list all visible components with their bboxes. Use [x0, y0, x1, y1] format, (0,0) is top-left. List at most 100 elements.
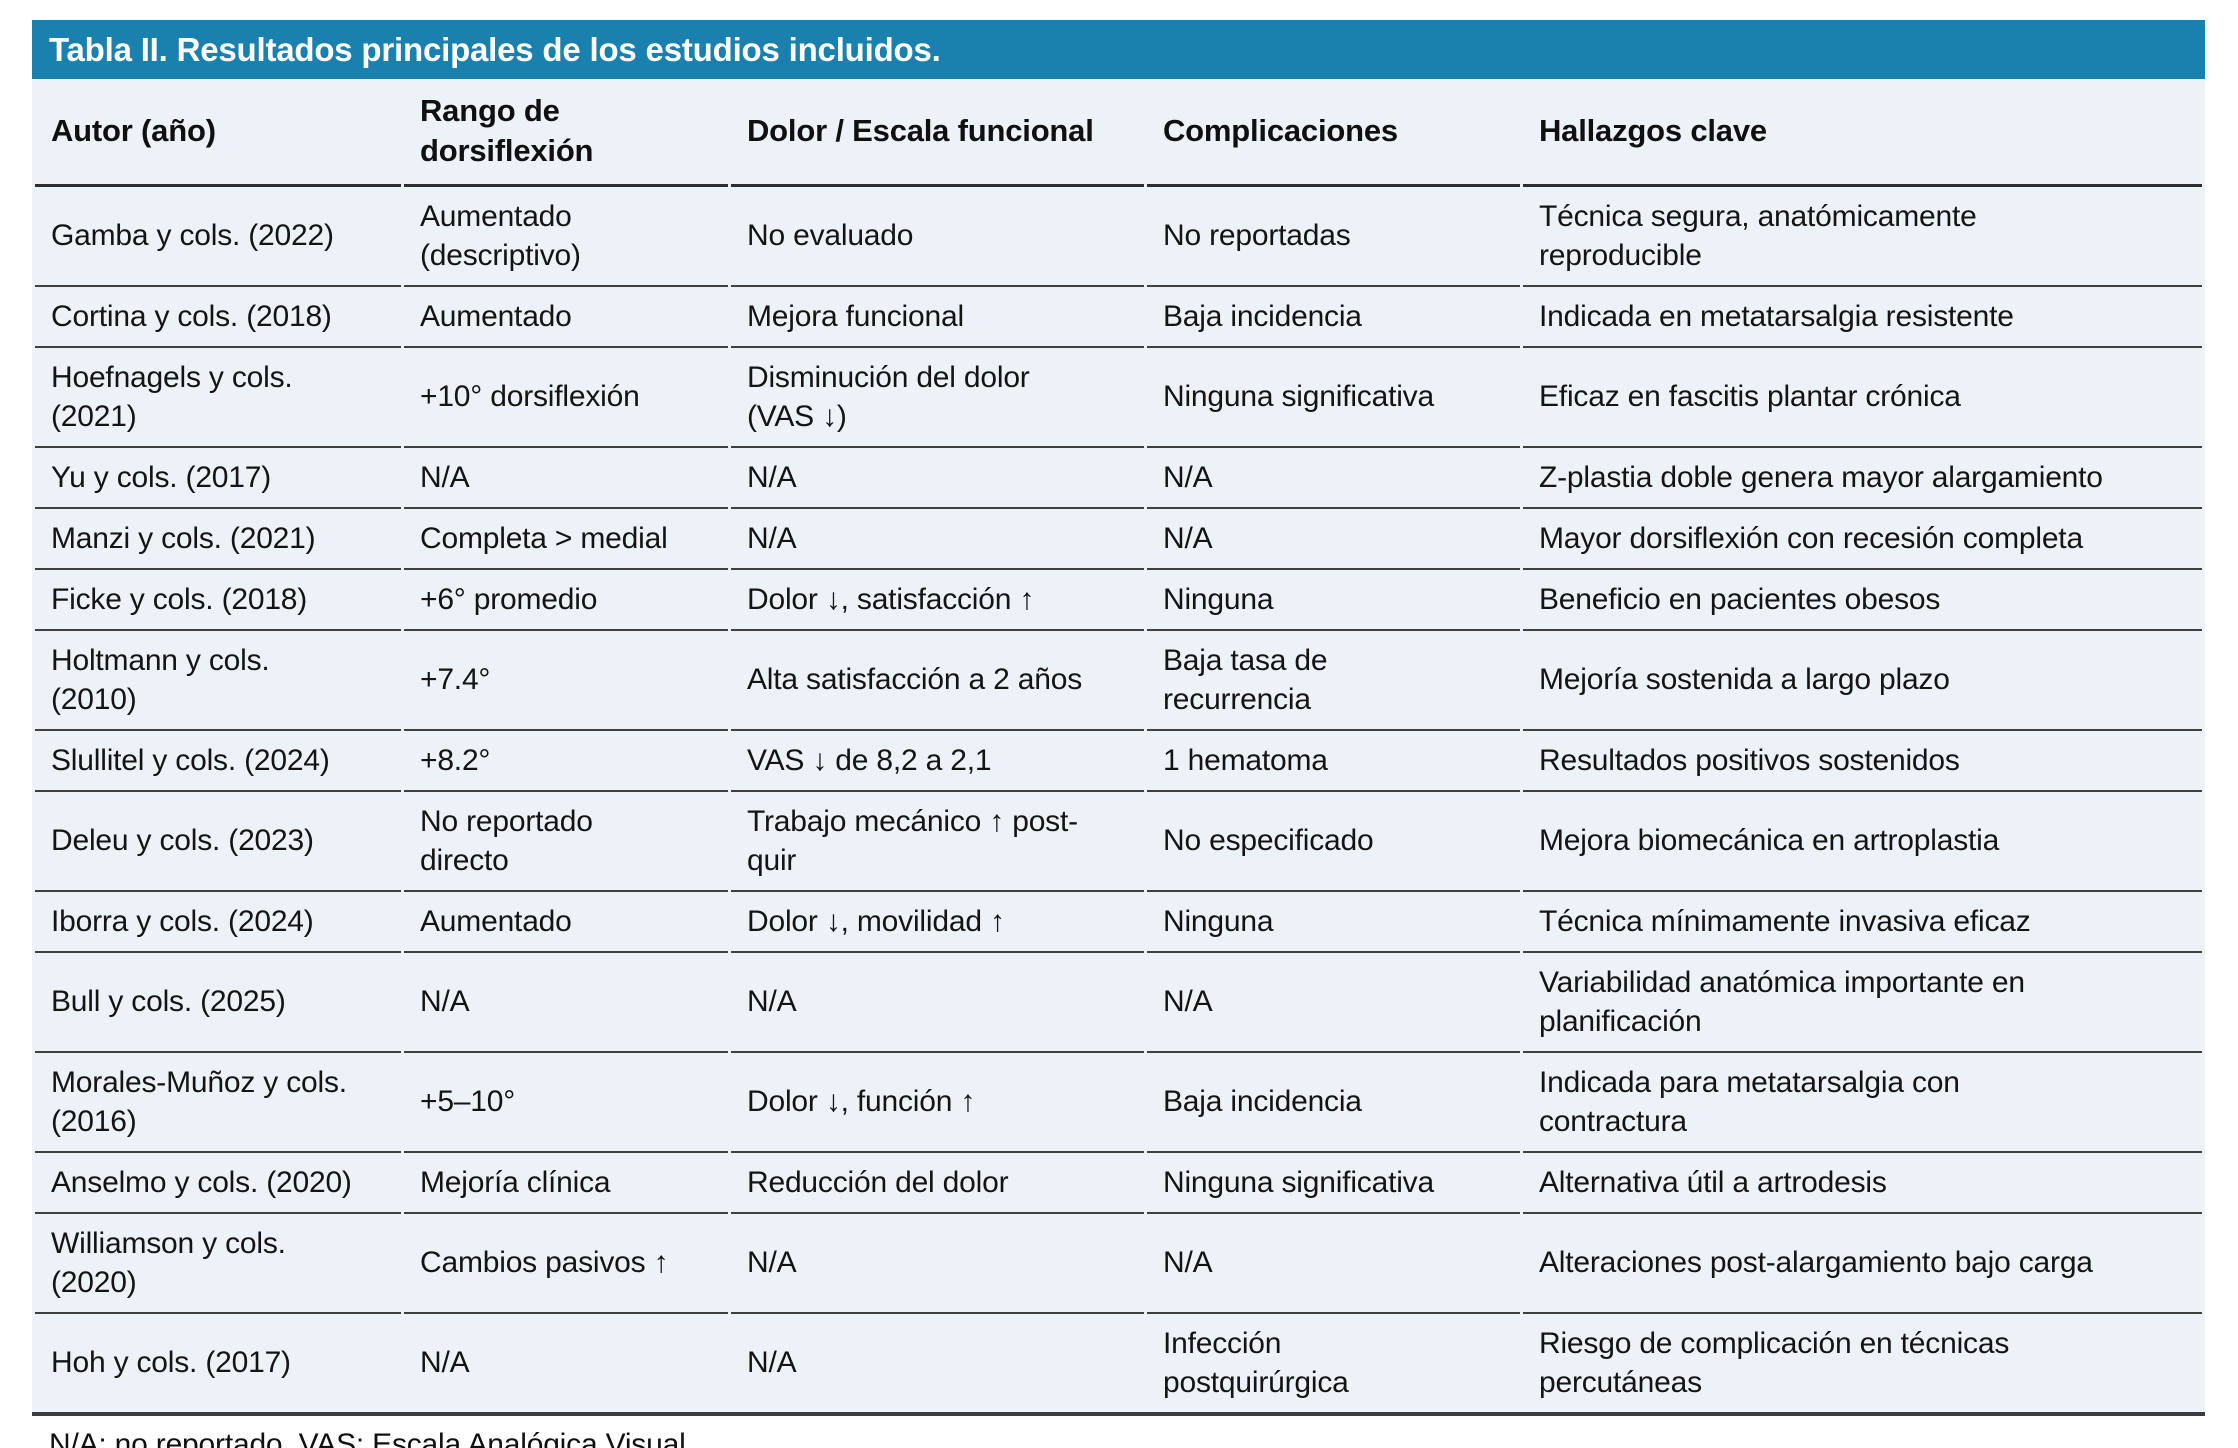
table-cell: N/A: [1147, 509, 1520, 570]
table-cell: N/A: [404, 953, 728, 1053]
column-header: Complicaciones: [1147, 79, 1520, 187]
table-cell: Baja incidencia: [1147, 1053, 1520, 1153]
table-title: Tabla II. Resultados principales de los …: [49, 31, 941, 68]
table-cell: Ninguna: [1147, 570, 1520, 631]
table-cell: Dolor ↓, movilidad ↑: [731, 892, 1144, 953]
table-cell: Infección postquirúrgica: [1163, 1326, 1349, 1399]
table-cell: N/A: [1147, 448, 1520, 509]
table-cell: Cambios pasivos ↑: [404, 1214, 728, 1314]
table-cell: Reducción del dolor: [731, 1153, 1144, 1214]
table-cell: Slullitel y cols. (2024): [35, 731, 401, 792]
table-cell: Trabajo mecánico ↑ post- quir: [731, 792, 1144, 892]
table-cell: Mejoría clínica: [404, 1153, 728, 1214]
table-cell: Técnica mínimamente invasiva eficaz: [1523, 892, 2202, 953]
table-cell: Z-plastia doble genera mayor alargamient…: [1523, 448, 2202, 509]
table-cell: Morales-Muñoz y cols. (2016): [35, 1053, 401, 1153]
table-cell: Bull y cols. (2025): [35, 953, 401, 1053]
table-row: Gamba y cols. (2022) Aumentado (descripti…: [35, 187, 2202, 287]
table-cell: No reportadas: [1147, 187, 1520, 287]
table-cell: Gamba y cols. (2022): [35, 187, 401, 287]
column-header: Hallazgos clave: [1523, 79, 2202, 187]
table-cell: Hoefnagels y cols. (2021): [35, 348, 401, 448]
table-cell: Baja incidencia: [1147, 287, 1520, 348]
table-cell: Indicada en metatarsalgia resistente: [1523, 287, 2202, 348]
table-title-bar: Tabla II. Resultados principales de los …: [32, 20, 2205, 79]
table-row: Ficke y cols. (2018) +6° promedio Dolor ↓,…: [35, 570, 2202, 631]
table-cell: Yu y cols. (2017): [35, 448, 401, 509]
table-row: Hoh y cols. (2017) N/A N/A Infección postqu…: [35, 1314, 2202, 1412]
table-cell: Indicada para metatarsalgia con contract…: [1523, 1053, 2202, 1153]
table-cell: No especificado: [1147, 792, 1520, 892]
table-cell: Dolor ↓, satisfacción ↑: [731, 570, 1144, 631]
table-cell: +6° promedio: [404, 570, 728, 631]
results-table: Autor (año) Rango de dorsiflexión Dolor / …: [32, 79, 2205, 1416]
table-row: Slullitel y cols. (2024) +8.2° VAS ↓ de 8,…: [35, 731, 2202, 792]
table-cell: Ninguna: [1147, 892, 1520, 953]
table-cell: No reportado directo: [404, 792, 728, 892]
table-cell: Williamson y cols. (2020): [35, 1214, 401, 1314]
table-cell: +8.2°: [404, 731, 728, 792]
column-header: Autor (año): [35, 79, 401, 187]
table-cell: Alteraciones post-alargamiento bajo carg…: [1523, 1214, 2202, 1314]
table-cell: N/A: [1147, 953, 1520, 1053]
table-cell: Anselmo y cols. (2020): [35, 1153, 401, 1214]
table-cell: Ninguna significativa: [1147, 348, 1520, 448]
table-cell: Cortina y cols. (2018): [35, 287, 401, 348]
table-cell: N/A: [731, 1214, 1144, 1314]
column-header: Dolor / Escala funcional: [731, 79, 1144, 187]
table-cell: N/A: [404, 448, 728, 509]
table-cell: No evaluado: [731, 187, 1144, 287]
table-row: Hoefnagels y cols. (2021) +10° dorsiflexi…: [35, 348, 2202, 448]
table-cell: N/A: [731, 953, 1144, 1053]
table-row: Williamson y cols. (2020) Cambios pasivos…: [35, 1214, 2202, 1314]
table-row: Iborra y cols. (2024) Aumentado Dolor ↓, m…: [35, 892, 2202, 953]
table-cell: Manzi y cols. (2021): [35, 509, 401, 570]
table-cell: Iborra y cols. (2024): [35, 892, 401, 953]
table-cell: +10° dorsiflexión: [404, 348, 728, 448]
table-cell: N/A: [731, 509, 1144, 570]
table-row: Yu y cols. (2017) N/A N/A N/A Z-plastia dobl…: [35, 448, 2202, 509]
table-cell: Hoh y cols. (2017): [51, 1346, 291, 1380]
table-cell: +7.4°: [404, 631, 728, 731]
table-row: Anselmo y cols. (2020) Mejoría clínica Red…: [35, 1153, 2202, 1214]
table-cell: N/A: [1147, 1214, 1520, 1314]
table-row: Deleu y cols. (2023) No reportado directo…: [35, 792, 2202, 892]
table-cell: N/A: [747, 1346, 797, 1380]
table-cell: Completa > medial: [404, 509, 728, 570]
table-cell: Resultados positivos sostenidos: [1523, 731, 2202, 792]
table-cell: Aumentado: [404, 287, 728, 348]
table-cell: Deleu y cols. (2023): [35, 792, 401, 892]
table-cell: Mejoría sostenida a largo plazo: [1523, 631, 2202, 731]
column-header: Rango de dorsiflexión: [404, 79, 728, 187]
table-cell: Aumentado: [404, 892, 728, 953]
table-cell: Técnica segura, anatómicamente reproduci…: [1523, 187, 2202, 287]
table-cell: Mayor dorsiflexión con recesión completa: [1523, 509, 2202, 570]
table-cell: N/A: [731, 448, 1144, 509]
table-cell: Dolor ↓, función ↑: [731, 1053, 1144, 1153]
table-cell: Alternativa útil a artrodesis: [1523, 1153, 2202, 1214]
table-cell: N/A: [420, 1346, 470, 1380]
table-cell: +5–10°: [404, 1053, 728, 1153]
table-cell: Disminución del dolor (VAS ↓): [731, 348, 1144, 448]
table-cell: Riesgo de complicación en técnicas percu…: [1539, 1326, 2010, 1399]
table-cell: Beneficio en pacientes obesos: [1523, 570, 2202, 631]
table-row: Holtmann y cols. (2010) +7.4° Alta satisfa…: [35, 631, 2202, 731]
table-cell: Variabilidad anatómica importante en pla…: [1523, 953, 2202, 1053]
table-row: Morales-Muñoz y cols. (2016) +5–10° Dolor …: [35, 1053, 2202, 1153]
table-row: Bull y cols. (2025) N/A N/A N/A Variabilidad…: [35, 953, 2202, 1053]
table-cell: Eficaz en fascitis plantar crónica: [1523, 348, 2202, 448]
table-cell: Alta satisfacción a 2 años: [731, 631, 1144, 731]
table-cell: Mejora funcional: [731, 287, 1144, 348]
header-row: Autor (año) Rango de dorsiflexión Dolor / …: [35, 79, 2202, 187]
table-cell: VAS ↓ de 8,2 a 2,1: [731, 731, 1144, 792]
table-cell: Aumentado (descriptivo): [404, 187, 728, 287]
table-header: Autor (año) Rango de dorsiflexión Dolor / …: [35, 79, 2202, 187]
table-cell: Mejora biomecánica en artroplastia: [1523, 792, 2202, 892]
table-cell: Ninguna significativa: [1147, 1153, 1520, 1214]
table-cell: Ficke y cols. (2018): [35, 570, 401, 631]
table-cell: Holtmann y cols. (2010): [35, 631, 401, 731]
table-body: Gamba y cols. (2022) Aumentado (descripti…: [35, 187, 2202, 1412]
table-cell: 1 hematoma: [1147, 731, 1520, 792]
table-row: Cortina y cols. (2018) Aumentado Mejora fu…: [35, 287, 2202, 348]
